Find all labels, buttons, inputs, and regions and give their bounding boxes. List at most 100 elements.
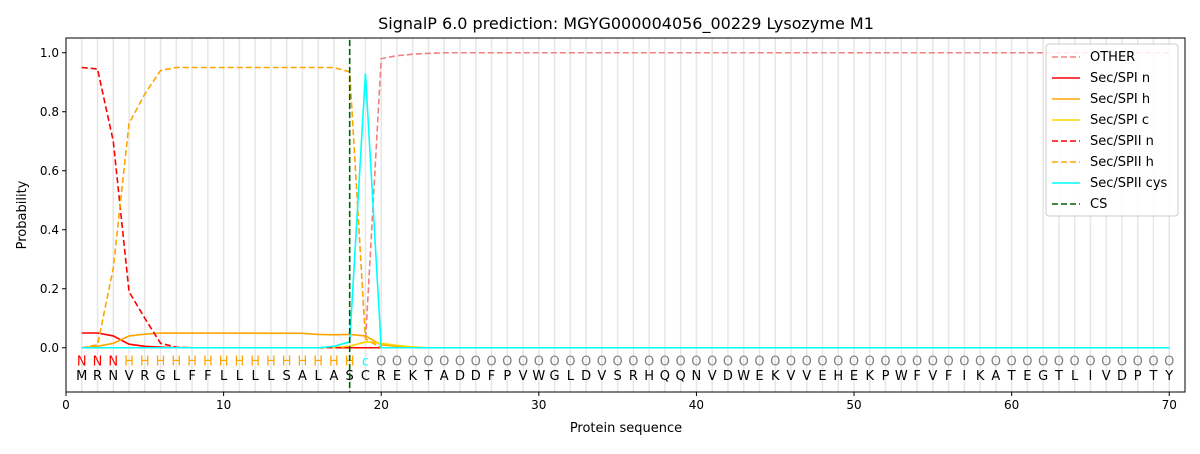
residue-label: F [945, 369, 952, 384]
region-label: O [423, 354, 433, 369]
residue-label: N [692, 369, 702, 384]
x-tick-label: 50 [846, 398, 861, 412]
residue-label: A [298, 369, 307, 384]
legend-label: Sec/SPII h [1090, 155, 1154, 170]
residue-label: L [1071, 369, 1079, 384]
series-line-sec-spi-h [81, 332, 1170, 349]
residue-label: S [613, 369, 621, 384]
residue-label: M [76, 369, 87, 384]
residue-label: Q [660, 369, 670, 384]
residue-label: L [267, 369, 275, 384]
region-label: O [644, 354, 654, 369]
residue-label: V [708, 369, 717, 384]
residue-label: T [1149, 369, 1158, 384]
legend-label: Sec/SPI h [1090, 92, 1150, 107]
region-label: O [1054, 354, 1064, 369]
region-label: O [1117, 354, 1127, 369]
residue-label: W [532, 369, 545, 384]
region-label: O [518, 354, 528, 369]
residue-label: V [519, 369, 528, 384]
series-line-sec-spi-c [81, 341, 1170, 349]
y-tick-label: 0.6 [40, 164, 59, 178]
region-label: O [534, 354, 544, 369]
region-label: O [1070, 354, 1080, 369]
region-label: O [991, 354, 1001, 369]
region-label: O [691, 354, 701, 369]
region-label: H [266, 354, 276, 369]
residue-label: A [329, 369, 338, 384]
residue-label: Q [676, 369, 686, 384]
residue-label: R [93, 369, 102, 384]
region-label: H [171, 354, 181, 369]
residue-label: P [1134, 369, 1142, 384]
region-label: H [219, 354, 229, 369]
residue-label: V [787, 369, 796, 384]
residue-label: L [315, 369, 323, 384]
region-label: O [1133, 354, 1143, 369]
residue-label: K [771, 369, 780, 384]
residue-label: T [424, 369, 433, 384]
residue-label: D [471, 369, 481, 384]
series-line-sec-spii-cys [81, 73, 1170, 349]
chart-title: SignalP 6.0 prediction: MGYG000004056_00… [378, 14, 874, 34]
residue-label: H [644, 369, 654, 384]
legend-box [1045, 43, 1179, 217]
residue-label: R [377, 369, 386, 384]
legend-label: CS [1090, 197, 1107, 212]
region-label: H [203, 354, 213, 369]
residue-label: A [991, 369, 1000, 384]
region-label: H [282, 354, 292, 369]
residue-label: G [1038, 369, 1048, 384]
residue-label: F [488, 369, 495, 384]
x-tick-label: 40 [689, 398, 704, 412]
region-label: O [865, 354, 875, 369]
residue-label: D [581, 369, 591, 384]
residue-label: G [156, 369, 166, 384]
region-label: H [298, 354, 308, 369]
residue-label: L [173, 369, 181, 384]
residue-label: A [440, 369, 449, 384]
region-label: H [156, 354, 166, 369]
region-label: O [880, 354, 890, 369]
y-axis-label: Probability [15, 180, 30, 249]
region-label: N [93, 354, 103, 369]
region-label: O [1038, 354, 1048, 369]
plot-frame [65, 37, 1186, 393]
x-tick-label: 60 [1004, 398, 1019, 412]
legend-label: Sec/SPI c [1090, 113, 1149, 128]
region-label: O [455, 354, 465, 369]
residue-label: P [503, 369, 511, 384]
residue-label: W [737, 369, 750, 384]
region-label: H [313, 354, 323, 369]
region-label: c [362, 354, 369, 369]
region-label: O [471, 354, 481, 369]
region-label: O [581, 354, 591, 369]
region-label: O [613, 354, 623, 369]
region-label: O [439, 354, 449, 369]
region-label: O [959, 354, 969, 369]
region-label: O [1022, 354, 1032, 369]
y-tick-label: 1.0 [40, 46, 59, 60]
region-label: O [770, 354, 780, 369]
region-label: O [660, 354, 670, 369]
residue-label: E [818, 369, 826, 384]
x-tick-label: 70 [1162, 398, 1177, 412]
residue-label: L [252, 369, 260, 384]
series-line-other [81, 51, 1170, 349]
region-label: H [140, 354, 150, 369]
residue-label: E [850, 369, 858, 384]
region-label: O [1148, 354, 1158, 369]
residue-label: F [204, 369, 211, 384]
residue-label: C [361, 369, 370, 384]
residue-label: N [108, 369, 118, 384]
region-label: O [849, 354, 859, 369]
x-axis-label: Protein sequence [570, 421, 682, 436]
residue-label: G [550, 369, 560, 384]
region-label: O [628, 354, 638, 369]
region-label: O [928, 354, 938, 369]
region-label: O [392, 354, 402, 369]
region-label: O [1007, 354, 1017, 369]
residue-label: R [140, 369, 149, 384]
region-label: O [565, 354, 575, 369]
residue-label: F [913, 369, 920, 384]
